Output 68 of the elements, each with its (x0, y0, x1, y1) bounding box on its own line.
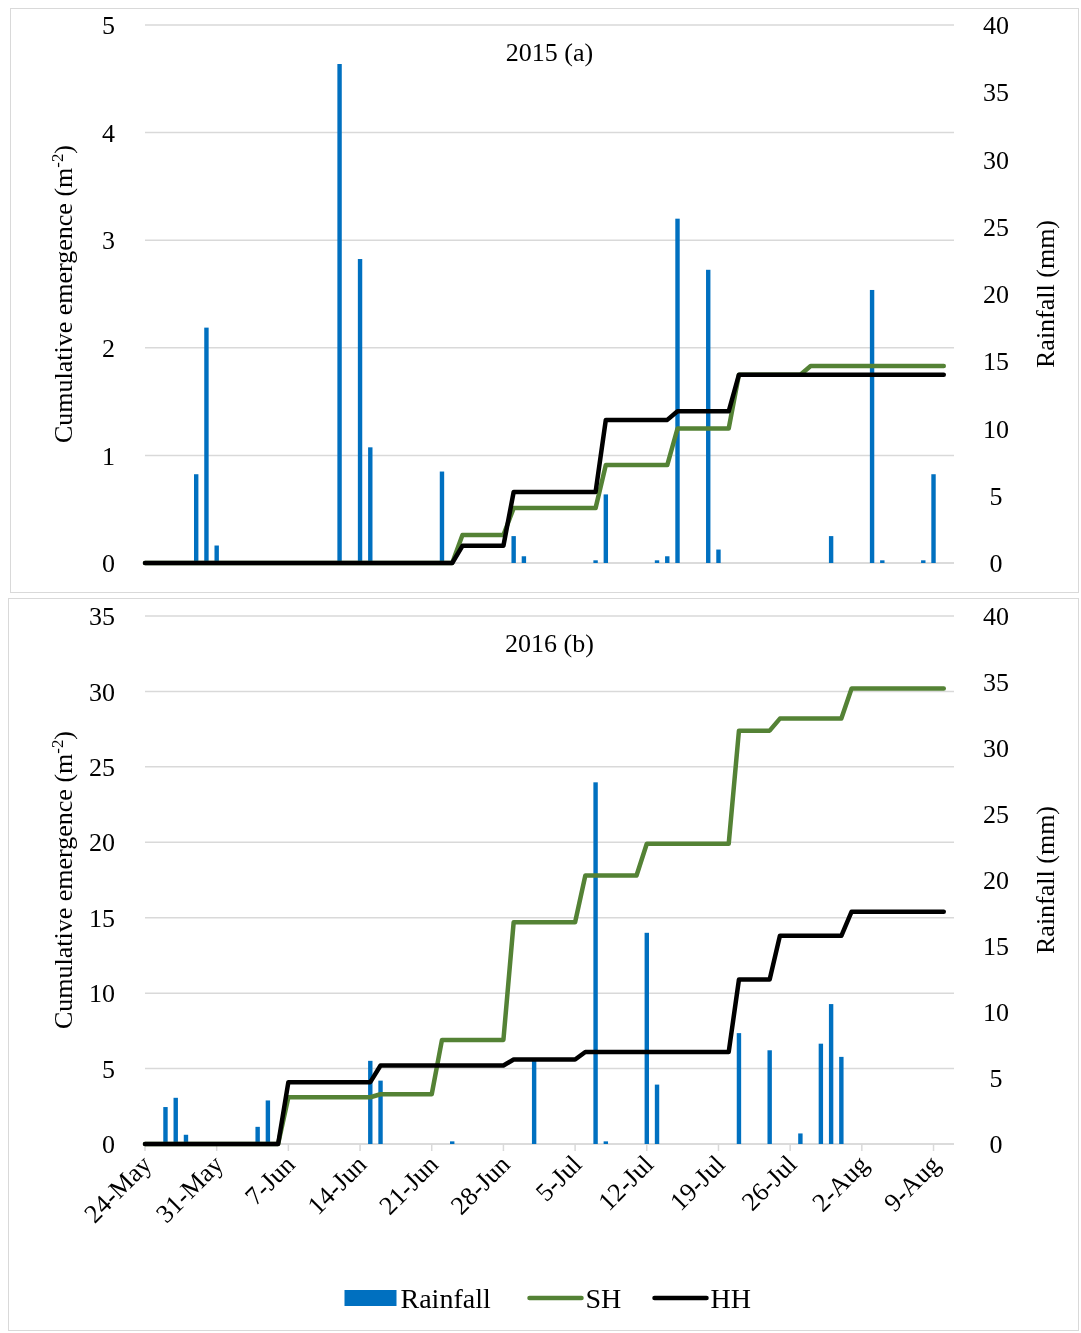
y-tick-label: 1 (102, 441, 115, 471)
y-tick-label: 2 (102, 333, 115, 363)
legend-label: Rainfall (400, 1282, 491, 1314)
bar (880, 560, 885, 563)
text: 2015 (a) (505, 38, 594, 67)
bar (163, 1107, 168, 1144)
bar (593, 560, 598, 563)
bar (593, 782, 598, 1144)
bar (665, 556, 670, 563)
bar (368, 447, 373, 563)
y2-tick-label: 40 (983, 11, 1009, 41)
y-tick-label: 4 (102, 118, 115, 148)
y2-tick-label: 25 (983, 212, 1009, 242)
y-tick-label: 25 (89, 752, 115, 782)
y2-tick-label: 0 (989, 1130, 1003, 1160)
y2-tick-label: 40 (983, 602, 1009, 632)
y-tick-label: 5 (102, 11, 115, 41)
y-tick-label: 0 (102, 1130, 115, 1160)
bar (378, 1080, 383, 1144)
y2-tick-label: 25 (983, 800, 1009, 830)
y2-tick-label: 0 (989, 549, 1003, 579)
bar (521, 556, 527, 563)
bar (603, 1141, 609, 1144)
bar (818, 1043, 824, 1144)
y-tick-label: 35 (89, 602, 115, 632)
y2-tick-label: 35 (983, 78, 1009, 108)
bar (337, 64, 342, 563)
bar (450, 1141, 455, 1144)
y-tick-label: 5 (102, 1054, 115, 1084)
bar (654, 1084, 660, 1144)
bar (798, 1133, 803, 1144)
y2-tick-label: 20 (983, 866, 1009, 896)
text: 2016 (b) (505, 629, 594, 658)
bar (204, 327, 209, 563)
bar (767, 1050, 772, 1144)
y2-axis-title: Rainfall (mm) (1031, 219, 1060, 369)
y-tick-label: 10 (89, 979, 115, 1009)
bar (511, 536, 516, 563)
y2-tick-label: 20 (983, 280, 1009, 310)
bar (603, 494, 609, 563)
bar (839, 1056, 844, 1144)
y2-tick-label: 30 (983, 145, 1009, 175)
bar (931, 474, 936, 563)
bar (828, 1004, 834, 1144)
bar (921, 560, 926, 563)
y-tick-label: 15 (89, 903, 115, 933)
y2-tick-label: 10 (983, 998, 1009, 1028)
bar (357, 259, 363, 563)
y-tick-label: 3 (102, 226, 115, 256)
bar (654, 560, 660, 563)
y2-tick-label: 35 (983, 668, 1009, 698)
y2-tick-label: 5 (989, 1064, 1003, 1094)
y-tick-label: 20 (89, 828, 115, 858)
legend-label: SH (585, 1282, 622, 1314)
bar (828, 536, 834, 563)
y2-tick-label: 5 (989, 481, 1003, 511)
y2-tick-label: 15 (983, 932, 1009, 962)
y2-tick-label: 30 (983, 734, 1009, 764)
y-tick-label: 30 (89, 677, 115, 707)
y2-tick-label: 15 (983, 347, 1009, 377)
y-tick-label: 0 (102, 549, 115, 579)
y2-tick-label: 10 (983, 414, 1009, 444)
bar (736, 1033, 742, 1144)
line-series (142, 909, 947, 1147)
bar (675, 218, 680, 563)
y2-axis-title: Rainfall (mm) (1031, 805, 1060, 955)
bar (716, 549, 721, 563)
legend-label: HH (710, 1282, 751, 1314)
